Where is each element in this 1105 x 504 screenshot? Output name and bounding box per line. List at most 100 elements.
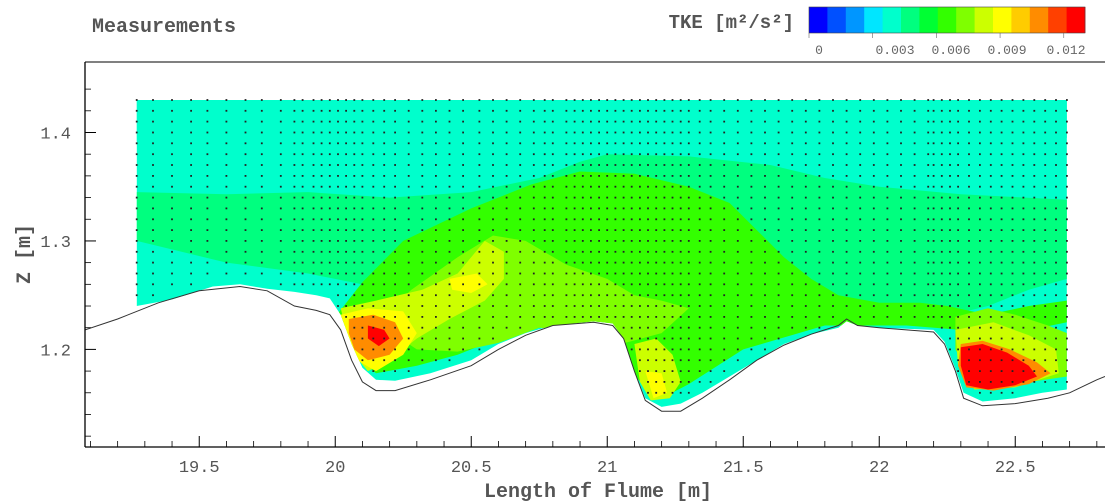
measurement-point [845,175,848,177]
measurement-point [301,196,304,199]
measurement-point [698,164,701,166]
measurement-point [647,283,649,286]
measurement-point [698,381,701,383]
measurement-point [872,250,875,253]
measurement-point [135,120,138,123]
measurement-point [573,175,576,177]
colorbar-tick-label: 0.003 [875,43,914,58]
measurement-point [328,175,331,177]
measurement-point [361,185,364,188]
measurement-point [687,359,690,362]
measurement-point [581,175,584,177]
measurement-point [630,337,633,340]
measurement-point [639,348,641,351]
measurement-point [932,120,935,123]
measurement-point [900,272,902,275]
measurement-point [505,175,508,177]
measurement-point [394,229,396,231]
measurement-point [1011,370,1014,372]
measurement-point [345,142,347,145]
measurement-point [301,207,304,210]
measurement-point [940,164,943,166]
measurement-point [630,261,633,264]
measurement-point [968,207,970,210]
measurement-point [394,326,396,329]
measurement-point [478,131,481,134]
measurement-point [421,175,424,177]
measurement-point [135,261,138,264]
measurement-point [1066,175,1068,177]
measurement-point [804,207,807,210]
measurement-point [328,185,331,188]
measurement-point [968,370,970,372]
measurement-point [372,370,375,372]
measurement-point [505,229,508,231]
measurement-point [606,164,609,166]
measurement-point [573,261,576,264]
measurement-point [698,185,701,188]
measurement-point [777,109,780,112]
measurement-point [361,283,364,286]
measurement-point [647,185,649,188]
measurement-point [777,120,780,123]
measurement-point [337,185,339,188]
measurement-point [462,120,464,123]
measurement-point [989,381,992,383]
measurement-point [565,196,568,199]
measurement-point [606,218,609,221]
measurement-point [328,261,331,264]
measurement-point [750,261,753,264]
measurement-point [845,153,848,156]
measurement-point [777,229,780,231]
measurement-point [655,120,658,123]
measurement-point [543,99,546,101]
measurement-point [791,153,794,156]
measurement-point [244,240,247,242]
measurement-point [1044,218,1047,221]
measurement-point [679,99,682,101]
measurement-point [1055,218,1057,221]
measurement-point [723,207,726,210]
measurement-point [244,153,247,156]
measurement-point [679,250,682,253]
colorbar-swatch [919,7,939,33]
measurement-point [791,142,794,145]
measurement-point [957,99,959,101]
measurement-point [551,120,554,123]
measurement-point [979,359,981,362]
measurement-point [293,240,296,242]
measurement-point [551,175,554,177]
measurement-point [957,359,959,362]
measurement-point [171,120,173,123]
measurement-point [655,109,658,112]
measurement-point [152,153,154,156]
contour-band [634,338,681,401]
measurement-point [663,196,666,199]
measurement-point [663,316,666,318]
x-tick-label: 21.5 [723,459,764,478]
measurement-point [328,109,331,112]
measurement-point [736,120,739,123]
measurement-point [622,272,625,275]
measurement-point [687,99,690,101]
measurement-point [968,196,970,199]
measurement-point [372,185,375,188]
measurement-point [804,326,807,329]
measurement-point [573,283,576,286]
measurement-point [927,175,930,177]
measurement-point [709,120,712,123]
measurement-point [190,229,192,231]
measurement-point [312,185,315,188]
measurement-point [872,261,875,264]
measurement-point [957,109,959,112]
measurement-point [519,272,522,275]
measurement-point [989,370,992,372]
measurement-point [777,337,780,340]
measurement-point [1066,185,1068,188]
measurement-point [606,272,609,275]
measurement-point [301,250,304,253]
measurement-point [968,337,970,340]
measurement-point [590,305,592,307]
measurement-point [293,131,296,134]
measurement-point [913,261,916,264]
